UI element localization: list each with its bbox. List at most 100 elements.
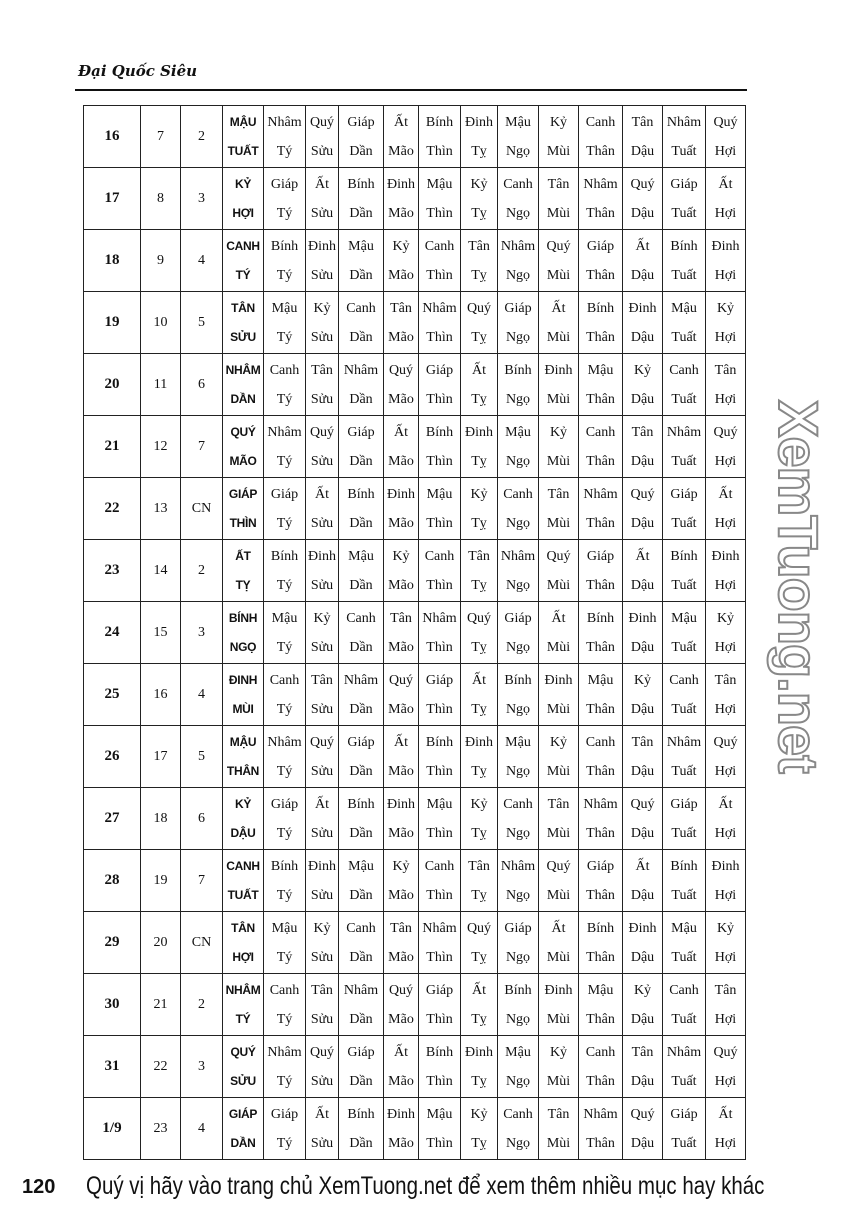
hour-branch: Ngọ (505, 143, 531, 159)
hour-stem: Kỷ (549, 734, 568, 750)
hour-stem: Đinh (387, 176, 415, 192)
hour-cell: Quý Mão (383, 353, 419, 416)
hour-stem: Đinh (465, 114, 493, 130)
hour-branch: Mùi (546, 825, 571, 841)
hour-branch: Thân (586, 1135, 615, 1151)
hour-stem: Nhâm (343, 672, 379, 688)
hour-stem: Kỷ (392, 548, 410, 564)
solar-day-cell: 21 (83, 415, 141, 478)
watermark: XemTuong.net (766, 399, 831, 774)
hour-branch: Tuất (671, 701, 697, 717)
day-canchi-cell: ĐINH MÙI (222, 663, 264, 726)
hour-stem: Nhâm (267, 1044, 302, 1060)
hour-stem: Quý (309, 734, 335, 750)
hour-branch: Dậu (630, 515, 655, 531)
hour-branch: Tỵ (471, 329, 487, 345)
hour-branch: Dậu (630, 639, 655, 655)
hour-cell: Quý Mão (383, 663, 419, 726)
hour-stem: Ất (472, 982, 486, 998)
hour-cell: Giáp Ngọ (497, 601, 539, 664)
lunar-day-cell: 17 (140, 725, 181, 788)
solar-day-cell: 27 (83, 787, 141, 850)
hour-branch: Sửu (310, 1135, 334, 1151)
hour-stem: Kỷ (549, 424, 568, 440)
hour-cell: Giáp Tuất (662, 167, 706, 230)
lunar-day-cell: 12 (140, 415, 181, 478)
hour-stem: Ất (394, 1044, 408, 1060)
hour-branch: Hợi (714, 1011, 737, 1027)
hour-branch: Tỵ (471, 267, 487, 283)
hour-branch: Tuất (671, 887, 697, 903)
hour-stem: Đinh (711, 548, 740, 564)
hour-branch: Tuất (671, 639, 697, 655)
hour-cell: Đinh Hợi (705, 229, 746, 292)
hour-branch: Sửu (310, 763, 334, 779)
hour-branch: Ngọ (505, 887, 531, 903)
solar-day-cell: 17 (83, 167, 141, 230)
hour-branch: Tuất (671, 825, 697, 841)
hour-cell: Quý Mão (383, 973, 419, 1036)
hour-stem: Tân (468, 858, 490, 874)
hour-stem: Đinh (387, 486, 415, 502)
hour-stem: Bính (670, 548, 698, 564)
hour-stem: Nhâm (267, 114, 302, 130)
hour-branch: Dậu (630, 949, 655, 965)
hour-cell: Kỷ Mão (383, 849, 419, 912)
day-stem: CANH (226, 238, 260, 253)
hour-stem: Tân (547, 1106, 570, 1122)
hour-branch: Dậu (630, 1073, 655, 1089)
hour-branch: Mão (388, 329, 414, 345)
hour-stem: Tân (714, 672, 737, 688)
hour-stem: Giáp (586, 858, 615, 874)
hour-stem: Canh (346, 300, 376, 316)
footer-link-text[interactable]: Quý vị hãy vào trang chủ XemTuong.net để… (86, 1172, 765, 1200)
hour-branch: Mão (388, 143, 414, 159)
hour-cell: Nhâm Ngọ (497, 229, 539, 292)
day-stem: MẬU (229, 114, 257, 129)
hour-branch: Hợi (714, 515, 737, 531)
hour-cell: Ất Mùi (538, 601, 579, 664)
hour-cell: Ất Dậu (622, 849, 663, 912)
solar-day-cell: 22 (83, 477, 141, 540)
hour-branch: Tỵ (471, 1073, 487, 1089)
hour-stem: Canh (585, 1044, 616, 1060)
weekday-cell: 4 (180, 229, 223, 292)
hour-branch: Ngọ (505, 515, 531, 531)
hour-stem: Giáp (504, 300, 532, 316)
hour-cell: Canh Tuất (662, 973, 706, 1036)
hour-branch: Dần (349, 453, 373, 469)
hour-stem: Quý (466, 920, 492, 936)
hour-branch: Mão (388, 391, 414, 407)
lunar-day-cell: 8 (140, 167, 181, 230)
table-row: 28 19 7 CANH TUẤT Bính Tý Đinh Sửu Mậu Dần Kỷ Mão Can… (83, 849, 746, 912)
hour-stem: Tân (311, 362, 333, 378)
hour-cell: Nhâm Dần (338, 353, 384, 416)
table-row: 26 17 5 MẬU THÂN Nhâm Tý Quý Sửu Giáp Dần Ất Mão Bính… (83, 725, 746, 788)
hour-cell: Giáp Dần (338, 105, 384, 168)
day-stem: ẤT (235, 548, 251, 563)
hour-cell: Quý Mùi (538, 229, 579, 292)
hour-cell: Canh Thân (578, 415, 623, 478)
hour-stem: Đinh (711, 238, 740, 254)
hour-cell: Tân Dậu (622, 105, 663, 168)
hour-cell: Bính Thìn (418, 1035, 461, 1098)
hour-branch: Sửu (310, 825, 334, 841)
header-rule (75, 89, 747, 91)
hour-stem: Kỷ (549, 114, 568, 130)
hour-stem: Đinh (308, 858, 336, 874)
day-stem: KỶ (234, 796, 252, 811)
hour-branch: Mùi (546, 329, 571, 345)
hour-stem: Giáp (347, 734, 375, 750)
hour-branch: Thìn (426, 949, 453, 965)
hour-branch: Sửu (310, 267, 334, 283)
hour-branch: Tý (276, 453, 293, 469)
day-canchi-cell: QUÝ MÃO (222, 415, 264, 478)
hour-cell: Đinh Tỵ (460, 415, 498, 478)
hour-cell: Giáp Tuất (662, 1097, 706, 1160)
hour-branch: Hợi (714, 329, 737, 345)
hour-stem: Kỷ (716, 920, 735, 936)
hour-cell: Mậu Tuất (662, 911, 706, 974)
hour-cell: Canh Dần (338, 291, 384, 354)
hour-stem: Canh (269, 982, 300, 998)
hour-cell: Kỷ Dậu (622, 973, 663, 1036)
